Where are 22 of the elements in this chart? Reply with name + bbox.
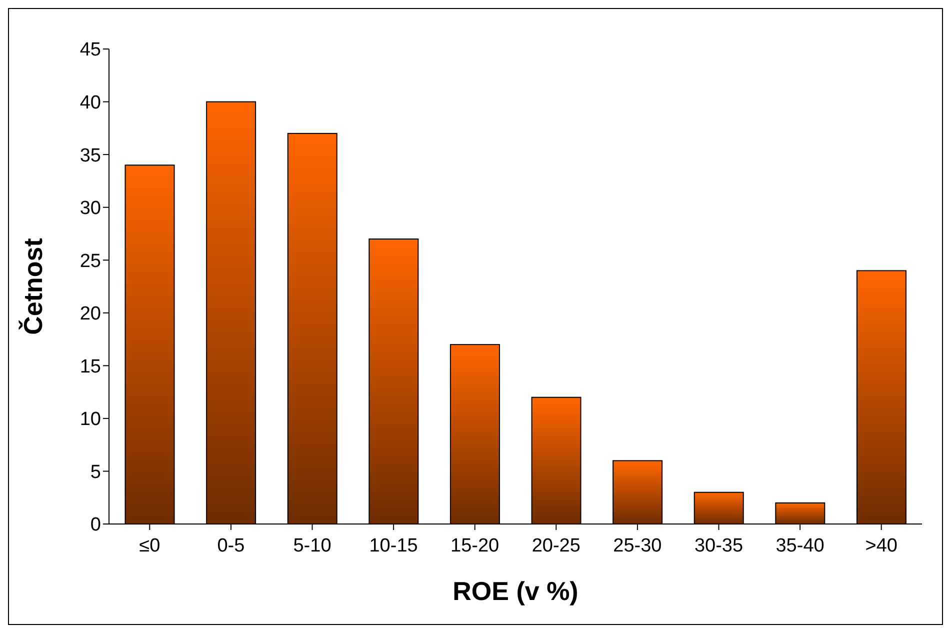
y-tick-label: 15 (80, 356, 101, 378)
x-tick-label: 20-25 (532, 535, 580, 556)
x-tick-label: 15-20 (450, 535, 500, 556)
y-tick-label: 5 (90, 462, 101, 483)
x-tick-label: >40 (865, 535, 898, 556)
x-axis-title: ROE (v %) (452, 576, 578, 606)
y-tick-label: 40 (80, 92, 101, 114)
y-tick-label: 0 (90, 514, 101, 536)
x-tick-label: 5-10 (293, 535, 332, 556)
x-tick-label: 35-40 (776, 535, 824, 556)
y-tick-label: 45 (80, 40, 101, 61)
y-tick-label: 10 (80, 409, 101, 430)
y-tick-label: 25 (80, 250, 101, 272)
y-axis-title: Četnost (18, 238, 48, 335)
y-tick-label: 20 (80, 304, 101, 325)
y-tick-label: 30 (80, 198, 101, 220)
x-tick-label: 30-35 (694, 535, 744, 556)
x-tick-label: 25-30 (613, 535, 662, 556)
x-tick-label: ≤0 (139, 535, 160, 556)
x-tick-label: 0-5 (217, 535, 245, 556)
y-tick-label: 35 (80, 145, 101, 166)
x-tick-label: 10-15 (369, 535, 418, 556)
